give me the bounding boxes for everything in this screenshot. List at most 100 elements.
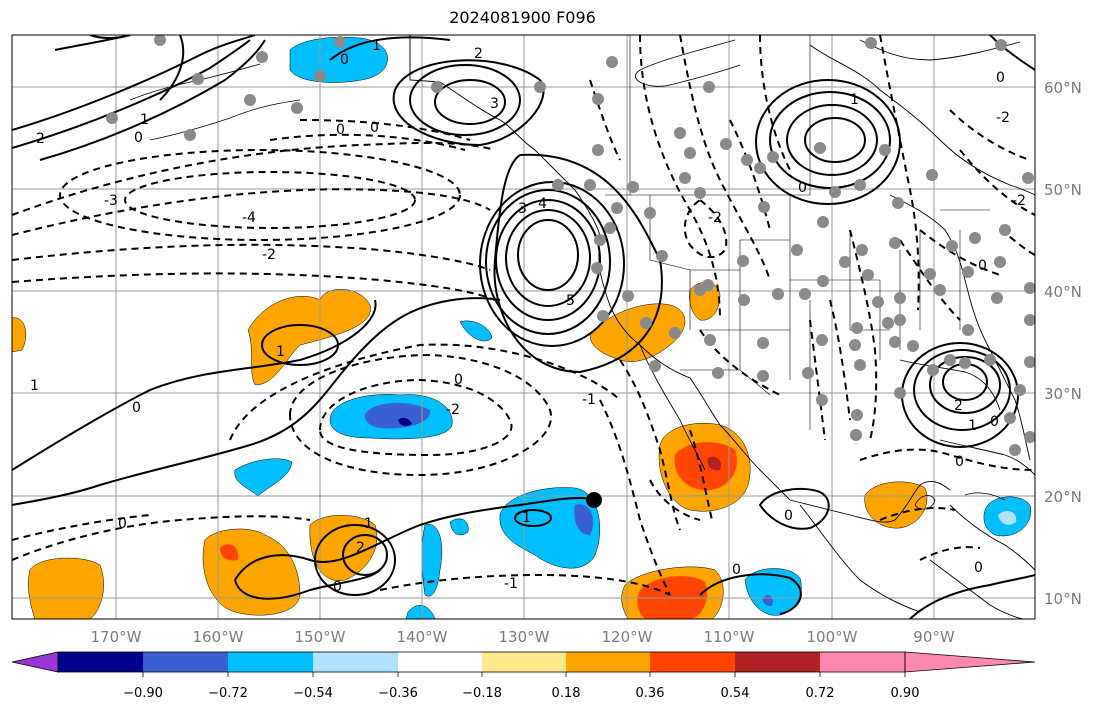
contour-label: 1 (968, 418, 977, 434)
contour-labels: 0 1 2 3 2 1 0 0 0 -3 -4 -2 3 4 5 1 0 -2 … (30, 38, 1026, 595)
contour-label: 0 (732, 562, 741, 578)
negative-anomaly-region (398, 417, 412, 427)
lon-label: 170°W (91, 628, 142, 646)
positive-anomaly-region (220, 544, 239, 561)
lon-label: 90°W (913, 628, 955, 646)
lon-label: 140°W (397, 628, 448, 646)
colorbar-labels: −0.90 −0.72 −0.54 −0.36 −0.18 0.18 0.36 … (123, 686, 919, 701)
contour-label: -2 (262, 247, 276, 263)
colorbar-bin (313, 652, 398, 672)
lon-label: 110°W (704, 628, 755, 646)
positive-anomaly-region (864, 481, 928, 529)
colorbar: −0.90 −0.72 −0.54 −0.36 −0.18 0.18 0.36 … (11, 651, 1036, 701)
colorbar-bin (735, 652, 820, 672)
contours-dashed (12, 35, 1035, 596)
contour-label: 1 (522, 510, 531, 526)
colorbar-bin (650, 652, 735, 672)
contour-label: 1 (364, 516, 373, 532)
contour-label: -1 (504, 576, 518, 592)
contour-label: 0 (955, 454, 964, 470)
station-markers (106, 35, 1035, 456)
contour-label: 0 (132, 400, 141, 416)
colorbar-tick-label: 0.36 (636, 686, 665, 701)
contour-label: 0 (370, 120, 379, 136)
lon-label: 120°W (602, 628, 653, 646)
colorbar-tick-label: 0.72 (806, 686, 835, 701)
colorbar-bin (820, 652, 905, 672)
positive-anomaly-region (12, 317, 27, 353)
contour-label: 3 (518, 201, 527, 217)
map-panel: 0 1 2 3 2 1 0 0 0 -3 -4 -2 3 4 5 1 0 -2 … (12, 35, 1035, 619)
negative-anomaly-region (744, 568, 802, 616)
contour-label: 1 (140, 112, 149, 128)
contour-label: 2 (954, 398, 963, 414)
contour-label: 2 (356, 540, 365, 556)
contour-label: 2 (474, 46, 483, 62)
negative-anomaly-region (289, 36, 388, 83)
colorbar-tick-label: −0.54 (293, 686, 333, 701)
contour-label: 1 (372, 38, 381, 54)
colorbar-bin (58, 652, 143, 672)
contour-label: 0 (784, 508, 793, 524)
lon-label: 160°W (193, 628, 244, 646)
contour-label: 0 (990, 414, 999, 430)
contour-label: 4 (538, 196, 547, 212)
lon-label: 100°W (807, 628, 858, 646)
contour-label: 0 (134, 130, 143, 146)
lat-label: 50°N (1044, 181, 1082, 199)
colorbar-tick-label: −0.72 (208, 686, 248, 701)
contour-label: 1 (276, 344, 285, 360)
lat-label: 40°N (1044, 283, 1082, 301)
negative-anomaly-region (234, 458, 293, 497)
colorbar-tick-label: −0.90 (123, 686, 163, 701)
contour-label: -1 (582, 392, 596, 408)
contour-label: -3 (104, 193, 118, 209)
positive-anomaly-region (707, 456, 721, 471)
contour-label: 0 (340, 52, 349, 68)
negative-anomaly-region (364, 402, 431, 429)
colorbar-max-extend (904, 651, 1036, 673)
negative-anomaly-region (405, 605, 436, 619)
contour-label: 2 (36, 131, 45, 147)
contour-label: -4 (242, 210, 256, 226)
colorbar-bin (398, 652, 482, 672)
negative-anomaly-region (998, 510, 1017, 525)
contour-label: -2 (1012, 193, 1026, 209)
lat-label: 10°N (1044, 590, 1082, 608)
contour-label: 0 (974, 560, 983, 576)
contour-label: 1 (850, 92, 859, 108)
map-frame (11, 34, 1036, 620)
map-title: 2024081900 F096 (449, 8, 596, 27)
contour-label: -2 (708, 210, 722, 226)
colorbar-ticks (142, 672, 906, 677)
negative-anomaly-region (459, 320, 493, 342)
contour-label: 3 (490, 96, 499, 112)
colorbar-tick-label: −0.18 (462, 686, 502, 701)
colorbar-tick-label: 0.54 (721, 686, 750, 701)
contour-label: -2 (996, 110, 1010, 126)
contour-label: 5 (566, 293, 575, 309)
contour-label: 0 (454, 372, 463, 388)
contour-label: 0 (978, 258, 987, 274)
colorbar-bin (228, 652, 313, 672)
positive-anomaly-region (589, 303, 686, 362)
colorbar-tick-label: 0.18 (552, 686, 581, 701)
contour-label: 0 (798, 180, 807, 196)
contour-label: -2 (446, 402, 460, 418)
positive-anomaly-region (674, 442, 738, 491)
colorbar-tick-label: 0.90 (891, 686, 920, 701)
negative-anomaly-region (574, 504, 594, 535)
longitude-labels: 170°W 160°W 150°W 140°W 130°W 120°W 110°… (91, 628, 955, 646)
contour-label: 1 (30, 378, 39, 394)
contour-label: 0 (118, 516, 127, 532)
colorbar-min-extend (11, 651, 59, 673)
colorbar-bin (482, 652, 566, 672)
point-marker (586, 492, 602, 508)
lat-label: 30°N (1044, 385, 1082, 403)
lat-label: 20°N (1044, 488, 1082, 506)
lat-label: 60°N (1044, 79, 1082, 97)
positive-anomaly-region (28, 557, 104, 619)
lon-label: 150°W (295, 628, 346, 646)
colorbar-bin (143, 652, 228, 672)
